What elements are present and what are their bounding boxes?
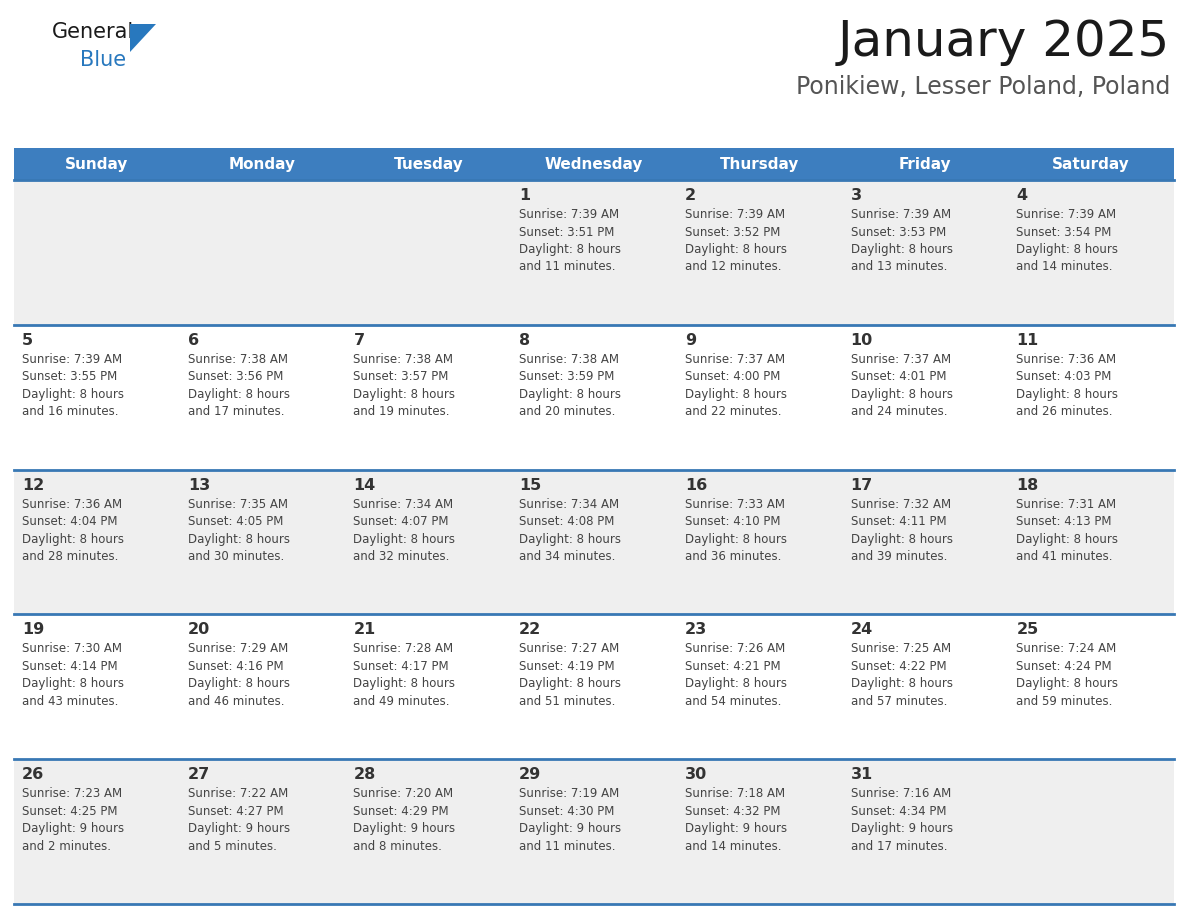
Text: 31: 31 (851, 767, 873, 782)
Text: 30: 30 (684, 767, 707, 782)
Polygon shape (14, 470, 1174, 614)
Text: General: General (52, 22, 134, 42)
Text: 29: 29 (519, 767, 542, 782)
Text: 27: 27 (188, 767, 210, 782)
Polygon shape (14, 759, 1174, 904)
Text: Sunrise: 7:22 AM
Sunset: 4:27 PM
Daylight: 9 hours
and 5 minutes.: Sunrise: 7:22 AM Sunset: 4:27 PM Dayligh… (188, 788, 290, 853)
Text: Sunrise: 7:30 AM
Sunset: 4:14 PM
Daylight: 8 hours
and 43 minutes.: Sunrise: 7:30 AM Sunset: 4:14 PM Dayligh… (23, 643, 124, 708)
Text: Sunrise: 7:24 AM
Sunset: 4:24 PM
Daylight: 8 hours
and 59 minutes.: Sunrise: 7:24 AM Sunset: 4:24 PM Dayligh… (1016, 643, 1118, 708)
Text: Sunrise: 7:39 AM
Sunset: 3:53 PM
Daylight: 8 hours
and 13 minutes.: Sunrise: 7:39 AM Sunset: 3:53 PM Dayligh… (851, 208, 953, 274)
Polygon shape (14, 180, 1174, 325)
Text: 8: 8 (519, 333, 530, 348)
Text: Sunrise: 7:38 AM
Sunset: 3:59 PM
Daylight: 8 hours
and 20 minutes.: Sunrise: 7:38 AM Sunset: 3:59 PM Dayligh… (519, 353, 621, 419)
Text: 26: 26 (23, 767, 44, 782)
Text: 17: 17 (851, 477, 873, 493)
Text: Sunrise: 7:20 AM
Sunset: 4:29 PM
Daylight: 9 hours
and 8 minutes.: Sunrise: 7:20 AM Sunset: 4:29 PM Dayligh… (353, 788, 455, 853)
Text: Sunrise: 7:28 AM
Sunset: 4:17 PM
Daylight: 8 hours
and 49 minutes.: Sunrise: 7:28 AM Sunset: 4:17 PM Dayligh… (353, 643, 455, 708)
Text: 5: 5 (23, 333, 33, 348)
Text: Sunrise: 7:37 AM
Sunset: 4:00 PM
Daylight: 8 hours
and 22 minutes.: Sunrise: 7:37 AM Sunset: 4:00 PM Dayligh… (684, 353, 786, 419)
Polygon shape (14, 148, 1174, 180)
Text: Wednesday: Wednesday (545, 156, 643, 172)
Text: Sunrise: 7:35 AM
Sunset: 4:05 PM
Daylight: 8 hours
and 30 minutes.: Sunrise: 7:35 AM Sunset: 4:05 PM Dayligh… (188, 498, 290, 563)
Polygon shape (14, 325, 1174, 470)
Text: 10: 10 (851, 333, 873, 348)
Text: Sunrise: 7:38 AM
Sunset: 3:57 PM
Daylight: 8 hours
and 19 minutes.: Sunrise: 7:38 AM Sunset: 3:57 PM Dayligh… (353, 353, 455, 419)
Text: 22: 22 (519, 622, 542, 637)
Text: Sunrise: 7:37 AM
Sunset: 4:01 PM
Daylight: 8 hours
and 24 minutes.: Sunrise: 7:37 AM Sunset: 4:01 PM Dayligh… (851, 353, 953, 419)
Text: Sunrise: 7:39 AM
Sunset: 3:55 PM
Daylight: 8 hours
and 16 minutes.: Sunrise: 7:39 AM Sunset: 3:55 PM Dayligh… (23, 353, 124, 419)
Text: 11: 11 (1016, 333, 1038, 348)
Text: 20: 20 (188, 622, 210, 637)
Text: 14: 14 (353, 477, 375, 493)
Text: Sunrise: 7:19 AM
Sunset: 4:30 PM
Daylight: 9 hours
and 11 minutes.: Sunrise: 7:19 AM Sunset: 4:30 PM Dayligh… (519, 788, 621, 853)
Text: Sunrise: 7:16 AM
Sunset: 4:34 PM
Daylight: 9 hours
and 17 minutes.: Sunrise: 7:16 AM Sunset: 4:34 PM Dayligh… (851, 788, 953, 853)
Text: 6: 6 (188, 333, 198, 348)
Text: Sunday: Sunday (65, 156, 128, 172)
Text: 19: 19 (23, 622, 44, 637)
Text: Thursday: Thursday (720, 156, 800, 172)
Text: Tuesday: Tuesday (393, 156, 463, 172)
Text: Sunrise: 7:27 AM
Sunset: 4:19 PM
Daylight: 8 hours
and 51 minutes.: Sunrise: 7:27 AM Sunset: 4:19 PM Dayligh… (519, 643, 621, 708)
Text: Saturday: Saturday (1053, 156, 1130, 172)
Text: 13: 13 (188, 477, 210, 493)
Text: Sunrise: 7:36 AM
Sunset: 4:03 PM
Daylight: 8 hours
and 26 minutes.: Sunrise: 7:36 AM Sunset: 4:03 PM Dayligh… (1016, 353, 1118, 419)
Text: 15: 15 (519, 477, 542, 493)
Text: 23: 23 (684, 622, 707, 637)
Text: 24: 24 (851, 622, 873, 637)
Text: Sunrise: 7:39 AM
Sunset: 3:51 PM
Daylight: 8 hours
and 11 minutes.: Sunrise: 7:39 AM Sunset: 3:51 PM Dayligh… (519, 208, 621, 274)
Text: 28: 28 (353, 767, 375, 782)
Text: 12: 12 (23, 477, 44, 493)
Polygon shape (14, 614, 1174, 759)
Text: 4: 4 (1016, 188, 1028, 203)
Text: 9: 9 (684, 333, 696, 348)
Text: Sunrise: 7:25 AM
Sunset: 4:22 PM
Daylight: 8 hours
and 57 minutes.: Sunrise: 7:25 AM Sunset: 4:22 PM Dayligh… (851, 643, 953, 708)
Text: 18: 18 (1016, 477, 1038, 493)
Text: Sunrise: 7:18 AM
Sunset: 4:32 PM
Daylight: 9 hours
and 14 minutes.: Sunrise: 7:18 AM Sunset: 4:32 PM Dayligh… (684, 788, 786, 853)
Text: 2: 2 (684, 188, 696, 203)
Text: Ponikiew, Lesser Poland, Poland: Ponikiew, Lesser Poland, Poland (796, 75, 1170, 99)
Text: Sunrise: 7:29 AM
Sunset: 4:16 PM
Daylight: 8 hours
and 46 minutes.: Sunrise: 7:29 AM Sunset: 4:16 PM Dayligh… (188, 643, 290, 708)
Text: January 2025: January 2025 (838, 18, 1170, 66)
Text: 16: 16 (684, 477, 707, 493)
Text: Sunrise: 7:39 AM
Sunset: 3:52 PM
Daylight: 8 hours
and 12 minutes.: Sunrise: 7:39 AM Sunset: 3:52 PM Dayligh… (684, 208, 786, 274)
Text: Sunrise: 7:39 AM
Sunset: 3:54 PM
Daylight: 8 hours
and 14 minutes.: Sunrise: 7:39 AM Sunset: 3:54 PM Dayligh… (1016, 208, 1118, 274)
Text: Monday: Monday (229, 156, 296, 172)
Text: 3: 3 (851, 188, 861, 203)
Polygon shape (129, 24, 156, 52)
Text: Sunrise: 7:32 AM
Sunset: 4:11 PM
Daylight: 8 hours
and 39 minutes.: Sunrise: 7:32 AM Sunset: 4:11 PM Dayligh… (851, 498, 953, 563)
Text: 1: 1 (519, 188, 530, 203)
Text: Friday: Friday (899, 156, 952, 172)
Text: 21: 21 (353, 622, 375, 637)
Text: 25: 25 (1016, 622, 1038, 637)
Text: Sunrise: 7:23 AM
Sunset: 4:25 PM
Daylight: 9 hours
and 2 minutes.: Sunrise: 7:23 AM Sunset: 4:25 PM Dayligh… (23, 788, 124, 853)
Text: Blue: Blue (80, 50, 126, 70)
Text: Sunrise: 7:36 AM
Sunset: 4:04 PM
Daylight: 8 hours
and 28 minutes.: Sunrise: 7:36 AM Sunset: 4:04 PM Dayligh… (23, 498, 124, 563)
Text: Sunrise: 7:26 AM
Sunset: 4:21 PM
Daylight: 8 hours
and 54 minutes.: Sunrise: 7:26 AM Sunset: 4:21 PM Dayligh… (684, 643, 786, 708)
Text: Sunrise: 7:33 AM
Sunset: 4:10 PM
Daylight: 8 hours
and 36 minutes.: Sunrise: 7:33 AM Sunset: 4:10 PM Dayligh… (684, 498, 786, 563)
Text: Sunrise: 7:31 AM
Sunset: 4:13 PM
Daylight: 8 hours
and 41 minutes.: Sunrise: 7:31 AM Sunset: 4:13 PM Dayligh… (1016, 498, 1118, 563)
Text: Sunrise: 7:34 AM
Sunset: 4:08 PM
Daylight: 8 hours
and 34 minutes.: Sunrise: 7:34 AM Sunset: 4:08 PM Dayligh… (519, 498, 621, 563)
Text: 7: 7 (353, 333, 365, 348)
Text: Sunrise: 7:38 AM
Sunset: 3:56 PM
Daylight: 8 hours
and 17 minutes.: Sunrise: 7:38 AM Sunset: 3:56 PM Dayligh… (188, 353, 290, 419)
Text: Sunrise: 7:34 AM
Sunset: 4:07 PM
Daylight: 8 hours
and 32 minutes.: Sunrise: 7:34 AM Sunset: 4:07 PM Dayligh… (353, 498, 455, 563)
